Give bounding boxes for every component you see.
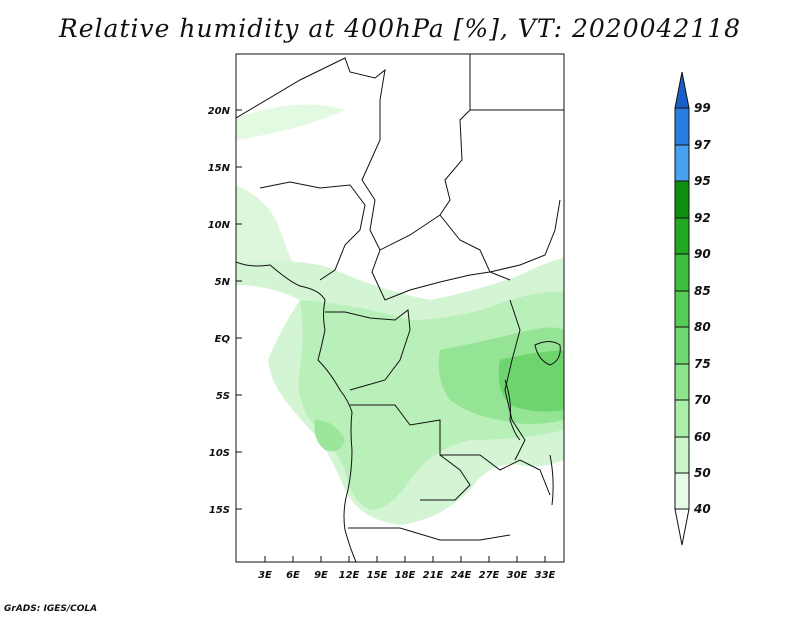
colorbar-label: 50 <box>694 466 711 480</box>
lake-tanganyika <box>504 379 521 441</box>
colorbar-segment <box>674 436 690 474</box>
lon-label: 30E <box>507 570 528 581</box>
border-sahara <box>236 57 386 201</box>
lon-label: 12E <box>339 570 360 581</box>
colorbar-label: 60 <box>694 430 711 444</box>
border-namibia <box>348 527 511 541</box>
colorbar-label: 97 <box>694 138 711 152</box>
humidity-area-north <box>236 104 345 140</box>
colorbar-label: 40 <box>693 502 711 516</box>
colorbar-segment <box>674 363 690 401</box>
colorbar-segment <box>674 107 690 146</box>
colorbar-label: 99 <box>694 101 711 115</box>
lat-label: 15S <box>209 505 230 516</box>
colorbar-label: 92 <box>694 211 711 225</box>
country-borders <box>236 54 564 562</box>
colorbar-label: 95 <box>694 174 711 188</box>
chart-title: Relative humidity at 400hPa [%], VT: 202… <box>58 14 742 43</box>
lat-label: 5S <box>216 391 230 402</box>
border-nigeria <box>259 181 366 281</box>
lake-malawi <box>549 454 554 506</box>
colorbar-label: 75 <box>694 357 711 371</box>
colorbar-min-arrow <box>674 508 690 546</box>
colorbar-segment <box>674 399 690 438</box>
lon-label: 15E <box>367 570 388 581</box>
colorbar-segment <box>674 253 690 292</box>
border-south-sudan <box>489 199 561 273</box>
lat-label: 5N <box>215 277 231 288</box>
colorbar-segment <box>674 180 690 219</box>
colorbar-segment <box>674 144 690 182</box>
colorbar-label: 80 <box>694 320 711 334</box>
colorbar-segment <box>674 326 690 365</box>
lon-label: 33E <box>535 570 556 581</box>
lon-label: 18E <box>395 570 416 581</box>
lon-label: 27E <box>479 570 500 581</box>
coastline-west <box>236 261 357 562</box>
lon-label: 6E <box>286 570 300 581</box>
humidity-area-southwest <box>314 420 345 452</box>
lake-victoria <box>534 341 561 366</box>
lat-label: 10S <box>209 448 230 459</box>
humidity-area-east-core <box>498 350 564 412</box>
colorbar-label: 70 <box>694 393 711 407</box>
border-zambia <box>440 454 551 496</box>
colorbar-label: 85 <box>694 284 711 298</box>
colorbar: 40 50 60 70 75 80 85 90 92 95 97 99 <box>674 71 711 546</box>
map-frame <box>235 53 565 563</box>
lon-label: 3E <box>258 570 272 581</box>
lon-label: 24E <box>451 570 472 581</box>
lat-label: EQ <box>215 334 231 345</box>
lon-label: 9E <box>314 570 328 581</box>
border-chad-car <box>369 199 511 281</box>
border-congo <box>325 309 411 391</box>
lon-label: 21E <box>423 570 444 581</box>
credit-label: GrADS: IGES/COLA <box>4 604 98 614</box>
humidity-shading <box>236 104 564 525</box>
longitude-axis: 3E 6E 9E 12E 15E 18E 21E 24E 27E 30E 33E <box>258 556 556 581</box>
lat-label: 20N <box>208 106 231 117</box>
humidity-area-west <box>236 185 300 275</box>
border-car-drc <box>371 249 491 301</box>
lat-label: 10N <box>208 220 231 231</box>
colorbar-label: 90 <box>694 247 711 261</box>
border-sudan-west <box>439 54 471 216</box>
border-drc-east <box>504 299 526 461</box>
colorbar-max-arrow <box>674 71 690 109</box>
colorbar-segment <box>674 290 690 328</box>
colorbar-segment <box>674 472 690 510</box>
latitude-axis: 20N 15N 10N 5N EQ 5S 10S 15S <box>208 106 242 516</box>
lat-label: 15N <box>208 163 231 174</box>
colorbar-segment <box>674 217 690 255</box>
